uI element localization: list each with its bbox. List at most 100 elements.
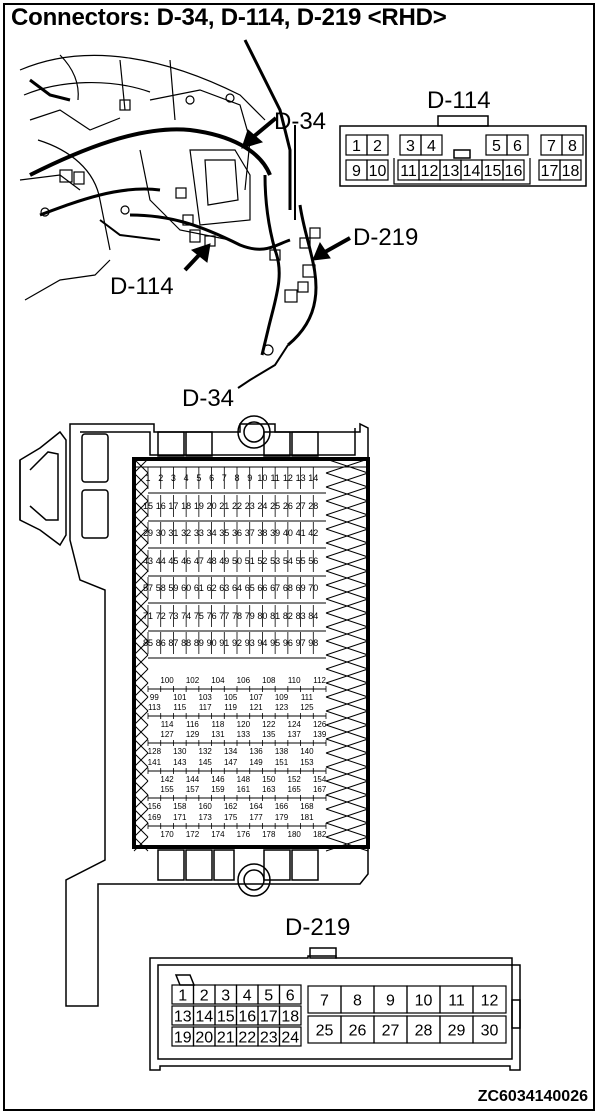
svg-text:9: 9 [352, 163, 361, 180]
d34-pin: 163 [262, 785, 276, 794]
d34-pin: 11 [270, 467, 280, 489]
svg-text:128: 128 [148, 747, 162, 756]
d114-pin: 16 [502, 159, 525, 181]
callout-d219: D-219 [353, 224, 419, 251]
d34-pin: 40 [283, 522, 293, 544]
d34-pin: 26 [283, 495, 293, 517]
d219-pin: 8 [340, 985, 375, 1014]
d114-pin: 7 [540, 134, 563, 156]
svg-text:18: 18 [562, 163, 580, 180]
d34-pin: 20 [207, 495, 217, 517]
d114-label: D-114 [427, 87, 491, 114]
d219-pin: 10 [406, 985, 441, 1014]
d34-pin: 23 [245, 495, 255, 517]
svg-text:135: 135 [262, 730, 276, 739]
svg-text:163: 163 [262, 785, 276, 794]
svg-text:141: 141 [148, 758, 162, 767]
d34-pin: 8 [234, 467, 240, 489]
svg-text:124: 124 [288, 720, 302, 729]
page-title: Connectors: D-34, D-114, D-219 <RHD> [11, 4, 447, 31]
connector-d114-face: 1 2 3 4 5 6 7 89 10 11 12 13 14 15 16 17 18 [339, 115, 587, 187]
d114-pin: 6 [506, 134, 529, 156]
d34-pin: 108 [262, 676, 276, 685]
svg-text:167: 167 [313, 785, 327, 794]
d34-pin: 13 [296, 467, 306, 489]
d34-pin: 81 [270, 605, 280, 627]
d219-pin: 14 [192, 1005, 216, 1026]
svg-text:139: 139 [313, 730, 327, 739]
svg-text:12: 12 [481, 992, 499, 1009]
svg-text:30: 30 [481, 1022, 499, 1039]
svg-text:172: 172 [186, 830, 200, 839]
d34-pin: 87 [168, 632, 178, 654]
d34-pin: 28 [308, 495, 318, 517]
d34-pin: 45 [168, 550, 178, 572]
d34-pin: 105 [224, 693, 238, 702]
svg-text:122: 122 [262, 720, 276, 729]
d34-pin: 175 [224, 813, 238, 822]
d34-pin: 181 [300, 813, 314, 822]
d34-pin: 49 [219, 550, 229, 572]
svg-text:168: 168 [300, 802, 314, 811]
callout-d114: D-114 [110, 273, 174, 300]
d34-pin: 15 [143, 495, 153, 517]
d34-pin: 50 [232, 550, 242, 572]
svg-text:162: 162 [224, 802, 238, 811]
svg-text:151: 151 [275, 758, 289, 767]
d34-pin: 90 [207, 632, 217, 654]
d114-pin: 14 [460, 159, 483, 181]
d34-pin: 109 [275, 693, 289, 702]
d34-pin: 180 [288, 830, 302, 839]
d114-pin: 15 [481, 159, 504, 181]
svg-text:19: 19 [174, 1029, 192, 1046]
d34-pin: 173 [199, 813, 213, 822]
svg-text:176: 176 [237, 830, 251, 839]
d34-pin: 123 [275, 703, 289, 712]
d34-pin: 117 [199, 703, 212, 712]
d34-pin: 67 [270, 577, 280, 599]
d34-pin: 95 [270, 632, 280, 654]
d34-pin: 115 [173, 703, 186, 712]
d34-pin: 112 [313, 676, 326, 685]
d34-pin: 29 [143, 522, 153, 544]
svg-text:100: 100 [160, 676, 174, 685]
svg-text:5: 5 [492, 138, 501, 155]
d34-pin: 85 [143, 632, 153, 654]
svg-text:160: 160 [199, 802, 213, 811]
d219-pin: 24 [278, 1026, 302, 1047]
svg-text:108: 108 [262, 676, 276, 685]
d34-pin: 179 [275, 813, 289, 822]
svg-text:13: 13 [174, 1008, 192, 1025]
d34-pin: 2 [158, 467, 163, 489]
d34-pin: 46 [181, 550, 191, 572]
svg-text:18: 18 [281, 1008, 299, 1025]
d34-pin: 83 [296, 605, 306, 627]
d114-pin: 12 [418, 159, 441, 181]
d34-pin: 72 [156, 605, 166, 627]
d34-pin: 139 [313, 730, 327, 739]
svg-text:11: 11 [400, 163, 417, 180]
d34-pin: 127 [160, 730, 174, 739]
d34-pin: 39 [270, 522, 280, 544]
d34-pin: 70 [308, 577, 318, 599]
d219-pin: 7 [307, 985, 342, 1014]
d34-pin: 32 [181, 522, 191, 544]
d34-pin: 52 [257, 550, 267, 572]
d114-pin: 10 [366, 159, 389, 181]
d34-pin: 159 [211, 785, 225, 794]
d34-pin: 126 [313, 720, 327, 729]
d219-pin: 16 [235, 1005, 259, 1026]
svg-text:146: 146 [211, 775, 225, 784]
d34-pin: 124 [288, 720, 302, 729]
svg-text:16: 16 [238, 1008, 256, 1025]
svg-text:166: 166 [275, 802, 289, 811]
d34-pin: 128 [148, 747, 162, 756]
svg-text:29: 29 [448, 1022, 466, 1039]
svg-text:152: 152 [288, 775, 302, 784]
svg-text:120: 120 [237, 720, 251, 729]
svg-text:26: 26 [349, 1022, 367, 1039]
d34-pin: 77 [219, 605, 229, 627]
d219-pin: 5 [257, 984, 281, 1005]
svg-text:2: 2 [200, 987, 209, 1004]
